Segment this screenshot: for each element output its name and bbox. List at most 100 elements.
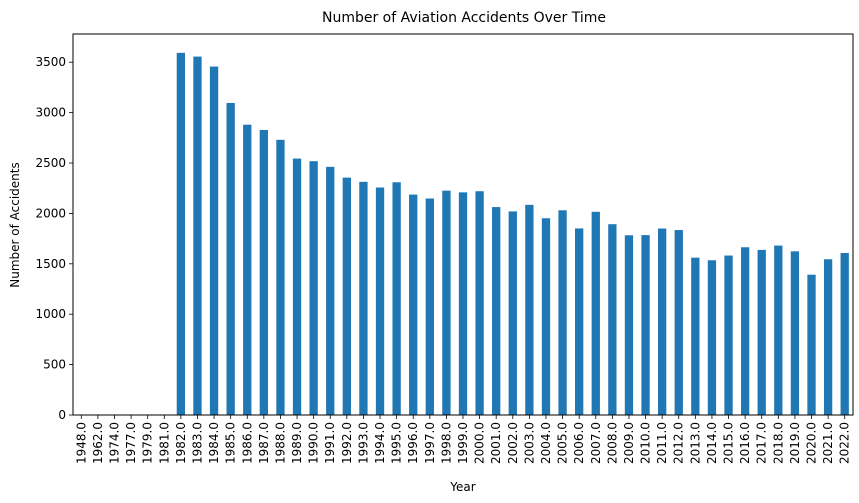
bar-2000.0	[475, 191, 484, 415]
bar-2020.0	[807, 274, 816, 415]
bar-1989.0	[292, 158, 302, 415]
y-axis: 0 500 1000 1500 2000 2500 3000 3500	[35, 55, 73, 422]
x-tick-label: 2007.0	[589, 422, 603, 464]
y-tick-label: 3000	[35, 106, 66, 120]
x-tick-label: 1991.0	[323, 422, 337, 464]
bar-2008.0	[608, 224, 617, 415]
x-tick-label: 2006.0	[572, 422, 586, 464]
y-tick-label: 2500	[35, 156, 66, 170]
x-tick-label: 2004.0	[539, 422, 553, 464]
x-tick-label: 2015.0	[722, 422, 736, 464]
x-tick-label: 2017.0	[755, 422, 769, 464]
bar-1983.0	[193, 56, 202, 415]
x-tick-label: 2009.0	[622, 422, 636, 464]
bar-2006.0	[575, 228, 584, 415]
bar-2011.0	[658, 228, 667, 415]
bar-2002.0	[508, 211, 517, 415]
bar-1990.0	[309, 161, 318, 415]
x-tick-label: 1998.0	[439, 422, 453, 464]
x-tick-label: 1995.0	[390, 422, 404, 464]
x-tick-label: 1979.0	[141, 422, 155, 464]
bar-1982.0	[176, 52, 186, 415]
x-axis-label: Year	[449, 480, 475, 494]
x-tick-label: 2022.0	[838, 422, 852, 464]
bar-2022.0	[840, 253, 849, 415]
x-tick-label: 2003.0	[522, 422, 536, 464]
chart-title: Number of Aviation Accidents Over Time	[322, 10, 606, 26]
bar-1997.0	[425, 198, 434, 415]
bar-1994.0	[375, 187, 385, 415]
bar-1991.0	[326, 166, 335, 415]
bar-2015.0	[724, 255, 733, 415]
x-tick-label: 2014.0	[705, 422, 719, 464]
bar-2014.0	[707, 260, 717, 415]
x-tick-label: 2020.0	[805, 422, 819, 464]
bar-2021.0	[823, 259, 833, 415]
bars-group	[77, 52, 849, 416]
x-axis: 1948.0 1962.0 1974.0 1977.0 1979.0 1981.0 1982…	[74, 415, 852, 464]
bar-1999.0	[458, 192, 468, 415]
bar-1998.0	[442, 190, 451, 415]
y-tick-label: 1500	[35, 257, 66, 271]
bar-2017.0	[757, 249, 766, 415]
x-tick-label: 2000.0	[473, 422, 487, 464]
x-tick-label: 1984.0	[207, 422, 221, 464]
bar-2004.0	[541, 218, 551, 415]
x-tick-label: 1993.0	[356, 422, 370, 464]
x-tick-label: 2016.0	[738, 422, 752, 464]
x-tick-label: 1996.0	[406, 422, 420, 464]
bar-2016.0	[740, 247, 750, 415]
x-tick-label: 1977.0	[124, 422, 138, 464]
y-tick-label: 500	[43, 358, 66, 372]
bar-1992.0	[342, 177, 351, 415]
x-tick-label: 2012.0	[672, 422, 686, 464]
x-tick-label: 2010.0	[639, 422, 653, 464]
bar-1995.0	[392, 182, 401, 415]
x-tick-label: 1989.0	[290, 422, 304, 464]
x-tick-label: 2011.0	[655, 422, 669, 464]
x-tick-label: 1983.0	[190, 422, 204, 464]
x-tick-label: 2002.0	[506, 422, 520, 464]
x-tick-label: 2005.0	[556, 422, 570, 464]
x-tick-label: 1999.0	[456, 422, 470, 464]
x-tick-label: 1994.0	[373, 422, 387, 464]
bar-2018.0	[774, 245, 783, 415]
x-tick-label: 2013.0	[688, 422, 702, 464]
x-tick-label: 1962.0	[91, 422, 105, 464]
bar-2012.0	[674, 230, 683, 415]
x-tick-label: 1986.0	[240, 422, 254, 464]
x-tick-label: 2008.0	[605, 422, 619, 464]
bar-1988.0	[276, 139, 285, 415]
bar-2010.0	[641, 235, 650, 415]
bar-2007.0	[591, 211, 600, 415]
x-tick-label: 1985.0	[224, 422, 238, 464]
bar-1993.0	[359, 181, 368, 415]
x-tick-label: 1987.0	[257, 422, 271, 464]
bar-1986.0	[243, 124, 252, 416]
x-tick-label: 2019.0	[788, 422, 802, 464]
y-tick-label: 3500	[35, 55, 66, 69]
x-tick-label: 1997.0	[423, 422, 437, 464]
y-tick-label: 0	[58, 408, 66, 422]
bar-2013.0	[691, 257, 700, 415]
x-tick-label: 1988.0	[273, 422, 287, 464]
x-tick-label: 1992.0	[340, 422, 354, 464]
x-tick-label: 1974.0	[107, 422, 121, 464]
x-tick-label: 2021.0	[821, 422, 835, 464]
bar-1987.0	[259, 129, 268, 415]
x-tick-label: 2001.0	[489, 422, 503, 464]
x-tick-label: 1982.0	[174, 422, 188, 464]
bar-2005.0	[558, 210, 567, 415]
y-axis-label: Number of Accidents	[8, 162, 22, 288]
bar-2009.0	[624, 235, 634, 415]
y-tick-label: 1000	[35, 307, 66, 321]
bar-1985.0	[226, 102, 235, 415]
x-tick-label: 1948.0	[74, 422, 88, 464]
bar-2001.0	[492, 207, 501, 415]
x-tick-label: 1981.0	[157, 422, 171, 464]
bar-1996.0	[409, 194, 418, 415]
plot-frame	[72, 33, 854, 416]
x-tick-label: 1990.0	[307, 422, 321, 464]
bar-1984.0	[209, 66, 219, 415]
